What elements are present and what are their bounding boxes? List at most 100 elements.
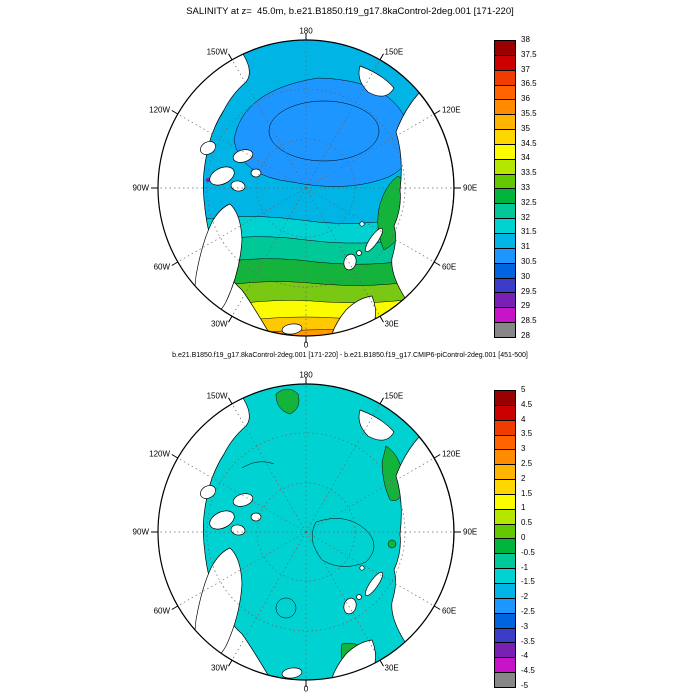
colorbar-cell <box>495 509 515 525</box>
colorbar-cell <box>495 539 515 555</box>
lon-label-180: 180 <box>299 26 313 36</box>
colorbar-tick-label: -5 <box>521 681 529 690</box>
colorbar-tick-label: 28.5 <box>521 316 537 326</box>
colorbar-cell <box>495 480 515 495</box>
lon-label-60W: 60W <box>153 606 171 615</box>
colorbar-cell <box>495 174 515 190</box>
lon-label-120E: 120E <box>441 105 461 114</box>
colorbar-tick-label: 4.5 <box>521 399 533 409</box>
colorbar-tick-label: -3 <box>521 621 529 631</box>
colorbar-cell <box>495 583 515 599</box>
colorbar-tick-label: 2 <box>521 473 526 483</box>
colorbar-tick-label: 38 <box>521 35 530 44</box>
colorbar-tick-label: 33.5 <box>521 168 537 178</box>
colorbar-tick-label: 1.5 <box>521 488 533 498</box>
lon-label-120E: 120E <box>441 449 461 458</box>
colorbar-cell <box>495 524 515 540</box>
lon-label-30E: 30E <box>384 319 399 329</box>
colorbar-tick-label: -1 <box>521 562 529 572</box>
lon-label-120W: 120W <box>149 105 171 114</box>
colorbar-tick-label: -2 <box>521 592 529 602</box>
lon-label-90E: 90E <box>463 183 478 193</box>
colorbar-tick-label: 34.5 <box>521 138 537 148</box>
colorbar-cell <box>495 85 515 101</box>
colorbar-tick-label: 4 <box>521 414 526 424</box>
colorbar-cell <box>495 293 515 309</box>
colorbar-tick-label: 31 <box>521 242 530 252</box>
lon-label-30W: 30W <box>211 663 228 673</box>
colorbar-tick-label: 37 <box>521 64 530 74</box>
colorbar-tick-label: 3 <box>521 444 526 454</box>
colorbar-cell <box>495 278 515 294</box>
colorbar-cell <box>495 204 515 220</box>
colorbar-tick-label: -3.5 <box>521 636 535 646</box>
colorbar-tick-label: 35 <box>521 123 530 133</box>
lon-label-180: 180 <box>299 370 313 380</box>
colorbar-tick-label: 2.5 <box>521 459 533 468</box>
colorbar-tick-label: 32.5 <box>521 197 537 207</box>
lon-label-90W: 90W <box>132 183 149 193</box>
lon-label-60W: 60W <box>153 262 171 271</box>
plot-title-bottom: b.e21.B1850.f19_g17.8kaControl-2deg.001 … <box>172 352 528 359</box>
colorbar-cell <box>495 420 515 436</box>
polar-map-svg-difference <box>150 376 462 688</box>
colorbar-cell <box>495 115 515 131</box>
colorbar-tick-label: 29 <box>521 301 530 311</box>
colorbar-tick-label: 31.5 <box>521 227 537 237</box>
colorbar-tick-label: 0 <box>521 533 526 542</box>
colorbar-tick-label: 28 <box>521 331 530 340</box>
colorbar-cell <box>495 435 515 451</box>
colorbar-bottom <box>494 390 516 688</box>
lon-label-0: 0 <box>303 684 309 694</box>
colorbar-cell <box>495 130 515 145</box>
colorbar-cell <box>495 159 515 175</box>
map-bottom: 180 150E 120E 90E 60E 30E 0 30W 60W 90W 120W 150W <box>133 370 478 694</box>
colorbar-cell <box>495 391 515 406</box>
colorbar-cell <box>495 189 515 205</box>
colorbar-tick-label: 35.5 <box>521 109 537 118</box>
plot-title-top: SALINITY at z= 45.0m, b.e21.B1850.f19_g1… <box>186 6 514 17</box>
colorbar-cell <box>495 494 515 510</box>
colorbar-tick-label: 33 <box>521 183 530 192</box>
colorbar-cell <box>495 308 515 324</box>
colorbar-cell <box>495 465 515 481</box>
colorbar-cell <box>495 643 515 659</box>
colorbar-tick-label: 37.5 <box>521 49 537 59</box>
colorbar-tick-label: 36 <box>521 94 530 104</box>
colorbar-cell <box>495 219 515 234</box>
colorbar-cell <box>495 263 515 279</box>
lon-label-60E: 60E <box>441 606 457 615</box>
colorbar-cell <box>495 41 515 56</box>
colorbar-tick-label: 29.5 <box>521 286 537 296</box>
colorbar-tick-label: 30.5 <box>521 257 537 266</box>
colorbar-tick-label: -1.5 <box>521 577 535 587</box>
colorbar-cell <box>495 598 515 614</box>
colorbar-tick-label: 32 <box>521 212 530 222</box>
colorbar-labels-top: 38 37.5 37 36.5 36 35.5 35 34.5 34 33.5 33 32.5 32 31… <box>521 36 555 340</box>
lon-label-150W: 150W <box>206 47 228 57</box>
colorbar-cell <box>495 628 515 644</box>
lon-label-90W: 90W <box>132 527 149 537</box>
colorbar-tick-label: 36.5 <box>521 79 537 89</box>
colorbar-cell <box>495 658 515 674</box>
lon-label-30W: 30W <box>211 319 228 329</box>
colorbar-tick-label: 0.5 <box>521 518 533 528</box>
colorbar-tick-label: -4 <box>521 651 529 661</box>
colorbar-tick-label: 3.5 <box>521 429 533 439</box>
colorbar-tick-label: 5 <box>521 385 526 394</box>
map-top: 180 150E 120E 90E 60E 30E 0 30W 60W 90W 120W 150W <box>133 26 478 350</box>
colorbar-cell <box>495 673 515 687</box>
colorbar-tick-label: 34 <box>521 153 530 163</box>
colorbar-tick-label: 30 <box>521 271 530 281</box>
colorbar-cell <box>495 554 515 570</box>
colorbar-cell <box>495 70 515 86</box>
lon-label-150E: 150E <box>384 47 404 57</box>
lon-label-0: 0 <box>303 340 309 350</box>
colorbar-top <box>494 40 516 338</box>
colorbar-tick-label: -2.5 <box>521 607 535 616</box>
colorbar-cell <box>495 405 515 421</box>
lon-label-120W: 120W <box>149 449 171 458</box>
colorbar-cell <box>495 569 515 584</box>
colorbar-cell <box>495 613 515 629</box>
colorbar-tick-label: -4.5 <box>521 666 535 676</box>
